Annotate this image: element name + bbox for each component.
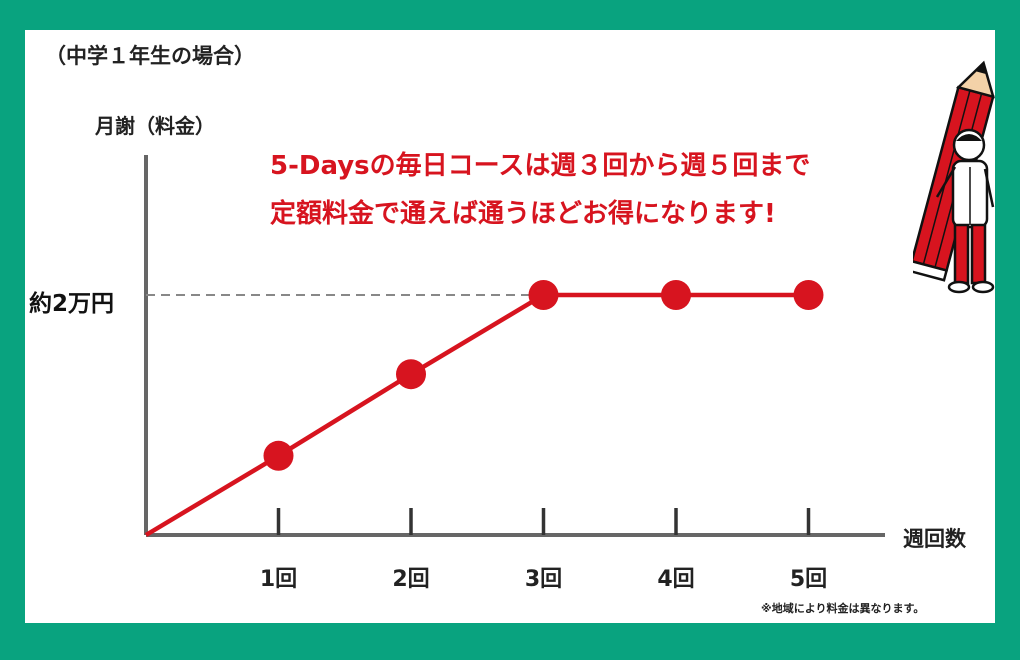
axes [144,155,885,537]
x-tick-label: 3回 [525,567,562,592]
chart-subtitle: （中学１年生の場合） [45,44,255,68]
x-axis-label: 週回数 [903,527,966,551]
line-chart: 1回 2回 3回 4回 5回 [144,155,885,592]
y-axis-label: 月謝（料金） [95,114,215,138]
x-tick-label: 5回 [790,567,827,592]
headline-line-2: 定額料金で通えば通うほどお得になります! [270,199,776,229]
series-line [144,292,809,537]
pencil-mascot-icon [913,60,995,294]
x-tick-label: 2回 [392,567,429,592]
y-tick-label: 約2万円 [29,291,115,317]
data-point [528,280,559,310]
x-tick-label: 4回 [657,567,694,592]
x-ticks: 1回 2回 3回 4回 5回 [260,508,827,592]
series [144,280,824,537]
data-point [396,359,426,390]
data-point [263,440,294,471]
data-point [793,280,824,310]
footnote: ※地域により料金は異なります。 [761,602,925,615]
headline-line-1: 5-Daysの毎日コースは週３回から週５回まで [270,151,811,181]
x-tick-label: 1回 [260,567,297,592]
chart-card: （中学１年生の場合） 月謝（料金） 5-Daysの毎日コースは週３回から週５回ま… [25,30,995,623]
data-point [661,280,691,310]
